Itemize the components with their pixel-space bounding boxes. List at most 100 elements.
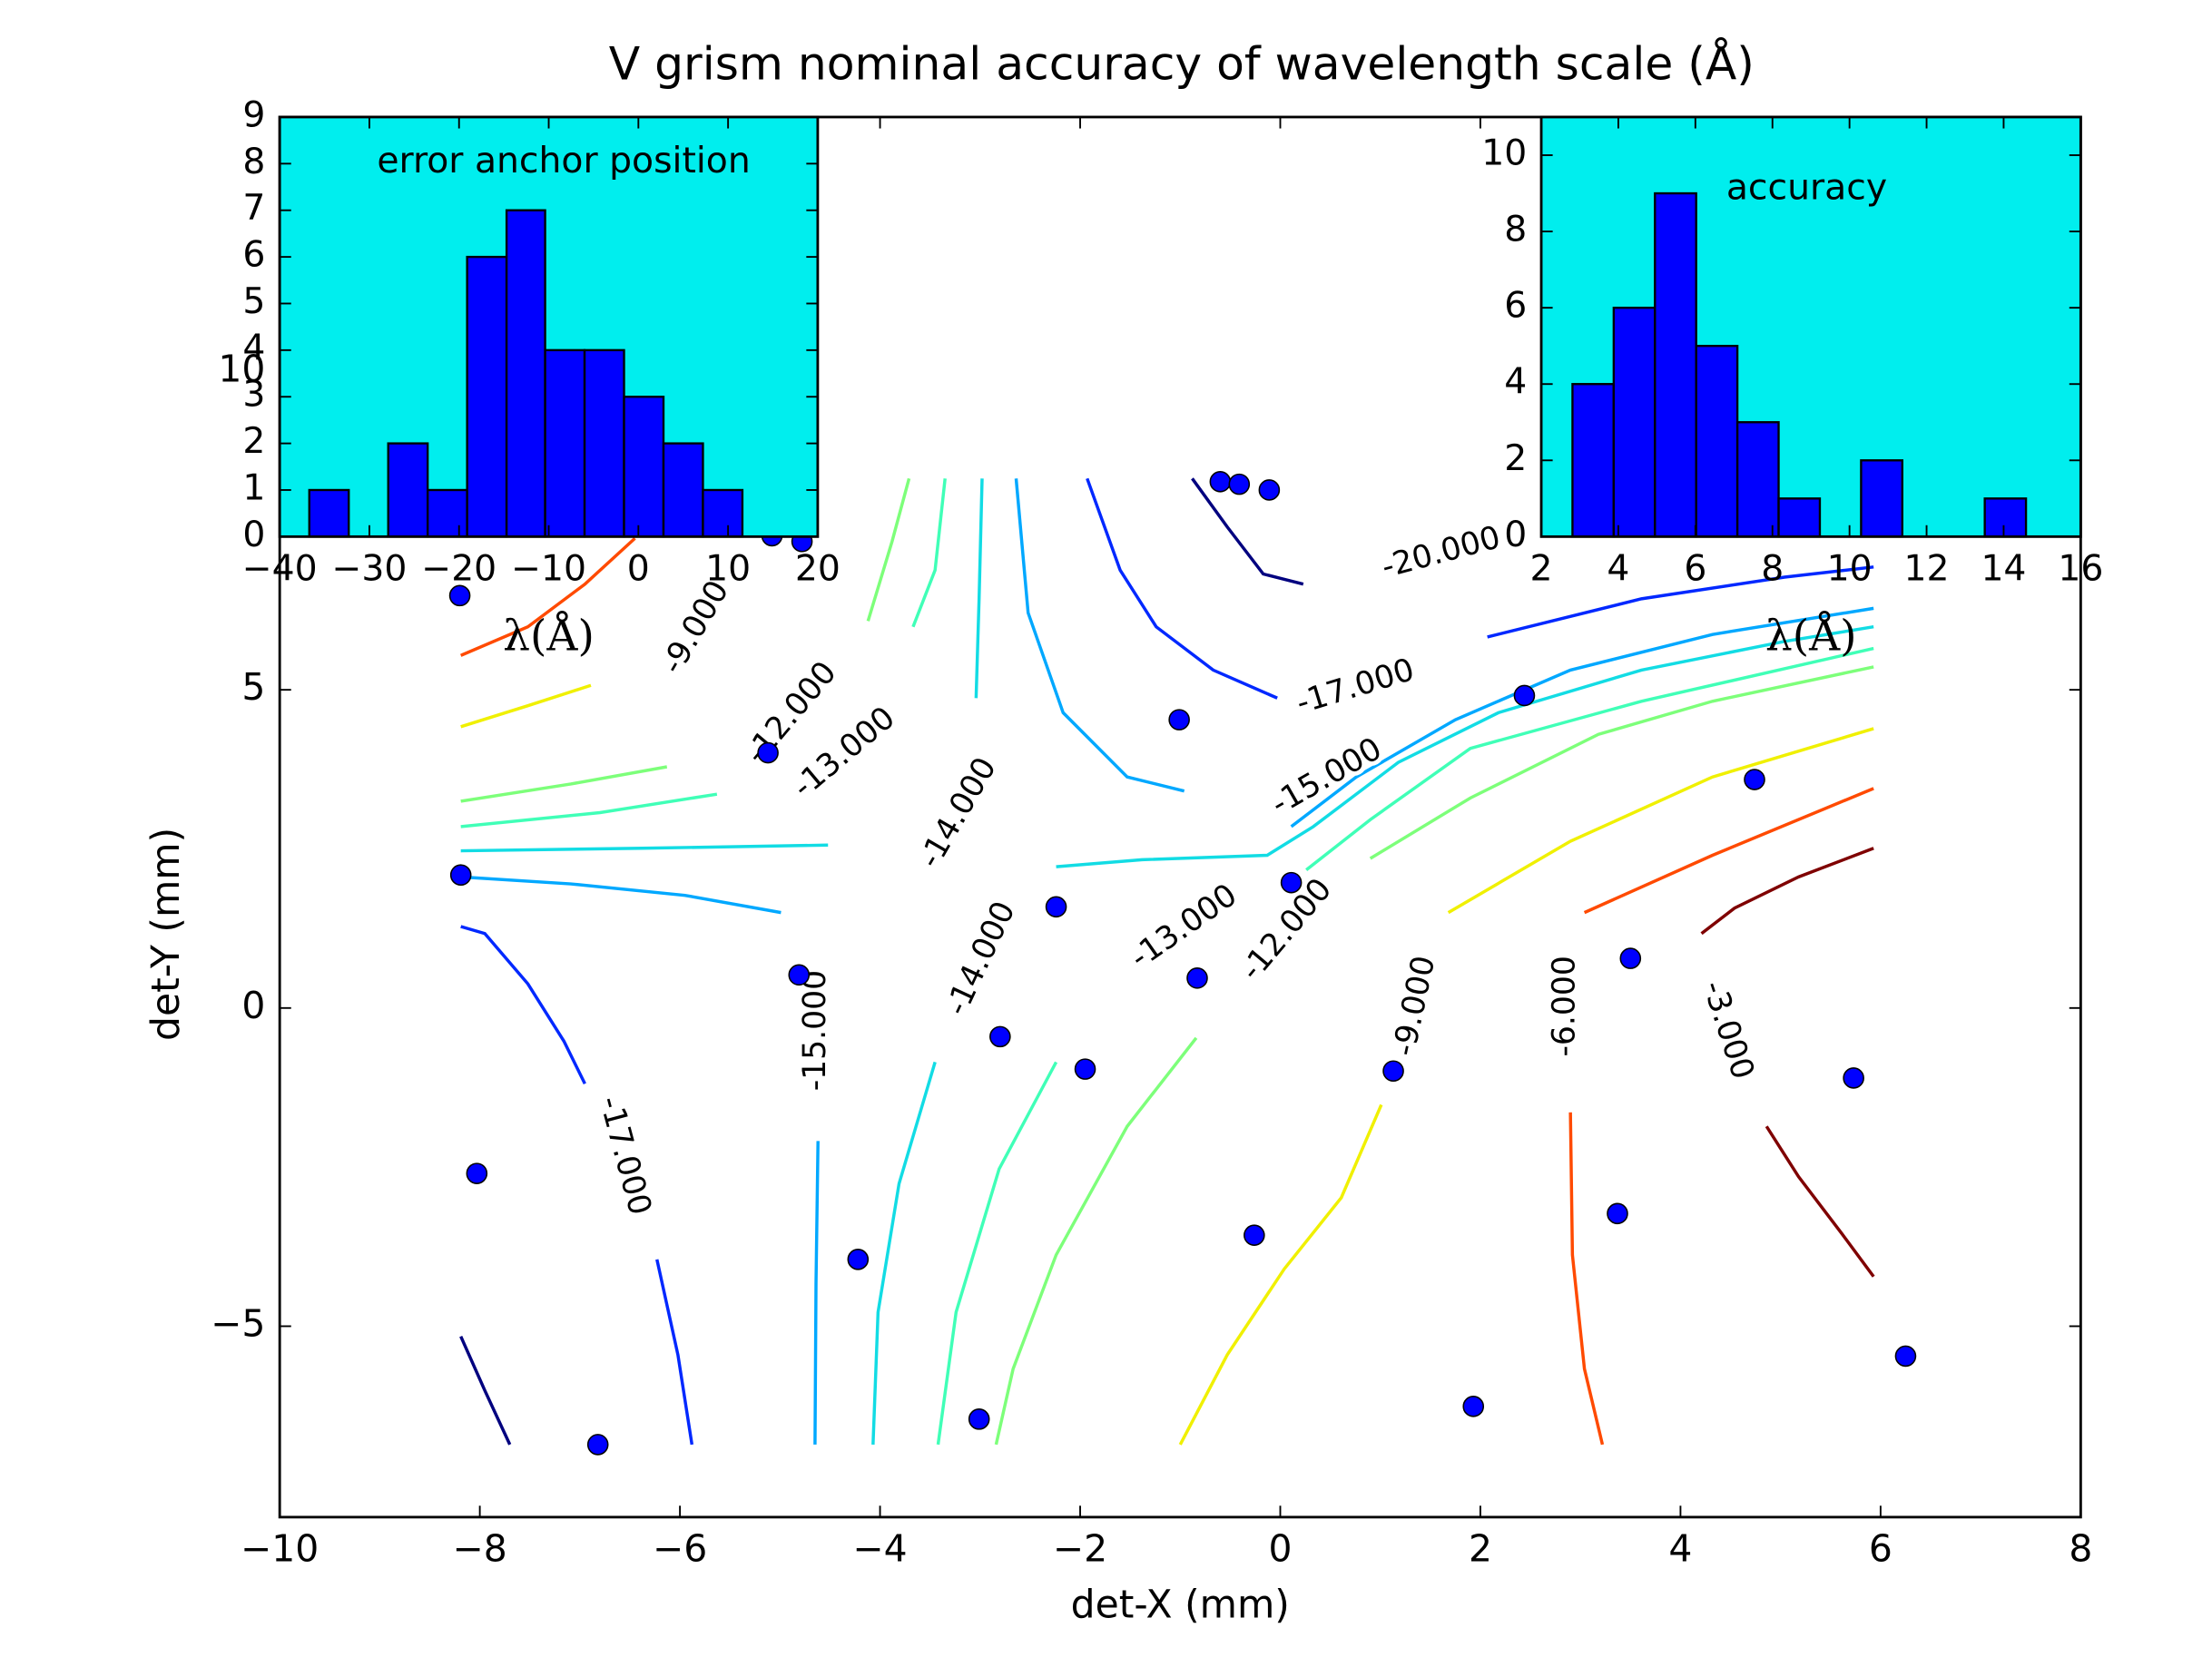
contour-line: [1568, 1112, 1605, 1446]
inset-title: error anchor position: [377, 141, 750, 181]
contour-line: [460, 765, 668, 803]
contour-label: -15.000: [797, 970, 833, 1091]
x-tick-label: 20: [795, 549, 841, 590]
scatter-point: [448, 584, 471, 607]
y-tick-label: 1: [242, 467, 265, 508]
y-tick-label: 0: [1504, 515, 1527, 555]
scatter-point: [1513, 684, 1536, 707]
scatter-point: [847, 1249, 870, 1270]
x-tick-label: −10: [511, 549, 586, 590]
contour-line: [1369, 665, 1874, 860]
contour-line: [1583, 787, 1874, 915]
x-tick-label: 10: [705, 549, 751, 590]
histogram-bar: [544, 348, 586, 538]
scatter-point: [1244, 1224, 1265, 1246]
contour-line: [1178, 1103, 1383, 1446]
x-tick-label: 6: [1684, 549, 1706, 590]
histogram-bar: [505, 209, 546, 538]
scatter-point: [788, 964, 811, 986]
x-tick-label: −8: [453, 1527, 507, 1571]
scatter-point: [466, 1162, 488, 1184]
contour-line: [1290, 606, 1874, 829]
histogram-bar: [1777, 497, 1822, 538]
contour-line: [866, 477, 911, 622]
contour-line: [460, 792, 718, 829]
scatter-point: [1619, 947, 1642, 969]
chart-title: V grism nominal accuracy of wavelength s…: [609, 36, 1755, 90]
scatter-point: [1744, 769, 1765, 790]
histogram-bar: [387, 442, 429, 538]
y-tick-label: −5: [211, 1301, 265, 1345]
histogram-bar: [1735, 421, 1780, 538]
x-tick-label: 12: [1904, 549, 1950, 590]
x-axis-label: det-X (mm): [1071, 1583, 1290, 1627]
y-axis-label: det-Y (mm): [144, 828, 189, 1041]
y-tick-label: 10: [1481, 132, 1527, 173]
scatter-point: [1209, 471, 1232, 493]
histogram-bar: [466, 255, 508, 538]
x-tick-label: −40: [242, 549, 318, 590]
x-tick-label: 2: [1530, 549, 1553, 590]
x-tick-label: 10: [1827, 549, 1873, 590]
contour-line: [813, 1141, 820, 1445]
y-tick-label: 4: [1504, 362, 1527, 403]
scatter-point: [1607, 1202, 1628, 1225]
contour-line: [460, 683, 592, 729]
contour-line: [460, 536, 636, 657]
histogram-bar: [623, 396, 665, 538]
contour-line: [994, 1036, 1198, 1446]
histogram-bar: [1983, 497, 2028, 538]
contour-line: [459, 1335, 512, 1446]
x-tick-label: 4: [1668, 1527, 1692, 1571]
axes-frame: [278, 115, 820, 538]
scatter-point: [1894, 1345, 1917, 1368]
y-tick-label: 7: [242, 188, 265, 229]
y-tick-label: 6: [242, 235, 265, 276]
axes-frame: [1539, 115, 2082, 538]
scatter-point: [1228, 473, 1251, 495]
scatter-point: [1280, 871, 1303, 894]
histogram-bar: [583, 348, 625, 538]
x-tick-label: −2: [1053, 1527, 1107, 1571]
contour-line: [460, 875, 782, 915]
contour-line: [871, 1061, 937, 1445]
contour-line: [655, 1259, 694, 1446]
x-axis-label: λ(Å): [503, 611, 595, 662]
scatter-point: [586, 1434, 609, 1456]
y-tick-label: 3: [242, 375, 265, 416]
x-tick-label: 4: [1607, 549, 1629, 590]
x-tick-label: 0: [1268, 1527, 1292, 1571]
contour-line: [974, 478, 984, 699]
histogram-bar: [308, 488, 350, 538]
scatter-point: [1045, 896, 1067, 918]
contour-line: [1191, 477, 1304, 586]
x-tick-label: 16: [2058, 549, 2103, 590]
contour-line: [1014, 478, 1185, 793]
histogram-bar: [1571, 383, 1616, 538]
contour-line: [460, 843, 829, 853]
scatter-point: [1843, 1067, 1864, 1089]
scatter-point: [1074, 1058, 1096, 1080]
y-tick-label: 9: [242, 94, 265, 135]
x-tick-label: 6: [1869, 1527, 1892, 1571]
y-tick-label: 4: [242, 328, 265, 368]
x-tick-label: 0: [627, 549, 650, 590]
x-axis-label: λ(Å): [1765, 611, 1857, 662]
histogram-bar: [702, 488, 744, 538]
scatter-point: [989, 1025, 1011, 1048]
y-tick-label: 0: [241, 984, 265, 1027]
contour-line: [460, 925, 586, 1085]
contour-line: [936, 1061, 1058, 1446]
y-tick-label: 5: [242, 281, 265, 322]
contour-line: [1086, 477, 1278, 700]
histogram-bar: [1612, 306, 1657, 538]
scatter-point: [1382, 1060, 1404, 1083]
y-tick-label: 0: [242, 515, 265, 555]
scatter-point: [968, 1408, 990, 1430]
contour-line: [1056, 625, 1874, 868]
scatter-point: [757, 741, 779, 764]
contour-line: [911, 478, 947, 628]
histogram-bar: [426, 488, 468, 538]
